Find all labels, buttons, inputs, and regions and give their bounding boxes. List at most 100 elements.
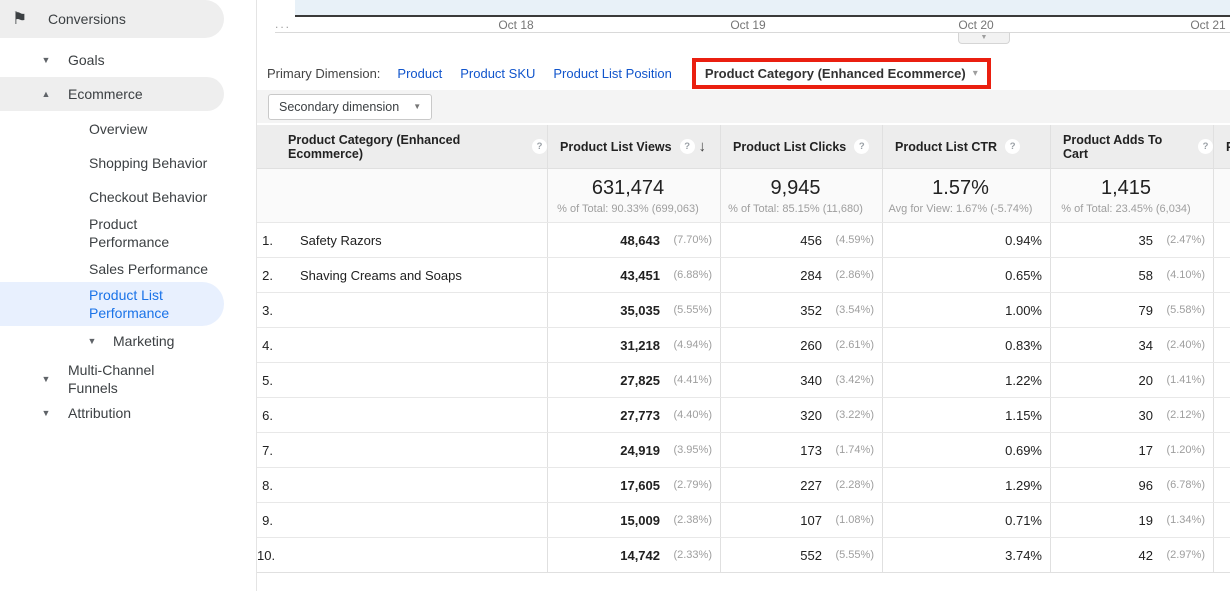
adds-percent: (1.20%) xyxy=(1166,444,1205,456)
chart-timeline: ... Oct 18 Oct 19 Oct 20 Oct 21 ▼ xyxy=(257,0,1230,57)
clicks-value: 284 xyxy=(800,267,822,283)
axis-date-label: Oct 18 xyxy=(498,18,534,32)
primary-dimension-bar: Primary Dimension: Product Product SKU P… xyxy=(257,57,1230,90)
sidebar-item-product-list-performance[interactable]: Product List Performance xyxy=(0,282,224,326)
clicks-value: 173 xyxy=(800,442,822,458)
ctr-value: 1.22% xyxy=(1005,372,1042,388)
row-rank: 5. xyxy=(262,372,273,388)
views-value: 27,773 xyxy=(620,407,660,423)
views-value: 14,742 xyxy=(620,547,660,563)
help-icon[interactable]: ? xyxy=(1198,139,1213,154)
adds-value: 17 xyxy=(1138,442,1153,458)
chart-x-axis-line xyxy=(295,15,1230,17)
row-rank: 2. xyxy=(262,267,273,283)
row-category-name: Safety Razors xyxy=(300,232,382,248)
ctr-value: 0.94% xyxy=(1005,232,1042,248)
sidebar-item-label: Attribution xyxy=(68,405,132,421)
column-header-product-category[interactable]: Product Category (Enhanced Ecommerce) ? xyxy=(257,125,547,168)
row-category-name: Shaving Creams and Soaps xyxy=(300,267,462,283)
chevron-down-icon: ▾ xyxy=(972,68,978,79)
table-row: 6. 27,773 (4.40%) 320 (3.22%) 1.15% 30 (2.1… xyxy=(257,397,1230,432)
clicks-value: 260 xyxy=(800,337,822,353)
adds-percent: (2.47%) xyxy=(1166,234,1205,246)
column-header-product-list-clicks[interactable]: Product List Clicks ? xyxy=(720,125,882,168)
table-totals-row: 631,474 % of Total: 90.33% (699,063) 9,9… xyxy=(257,168,1230,222)
views-percent: (2.38%) xyxy=(673,514,712,526)
sidebar-item-product-performance[interactable]: Product Performance xyxy=(0,214,215,252)
views-value: 31,218 xyxy=(620,337,660,353)
table-row: 5. 27,825 (4.41%) 340 (3.42%) 1.22% 20 (1.4… xyxy=(257,362,1230,397)
sidebar: ⚑ Conversions ▼ Goals ▲ Ecommerce Overvi… xyxy=(0,0,257,591)
sidebar-item-label: Checkout Behavior xyxy=(89,189,208,205)
column-header-product-list-views[interactable]: Product List Views ? ↓ xyxy=(547,125,720,168)
totals-views-cell: 631,474 % of Total: 90.33% (699,063) xyxy=(547,169,720,222)
clicks-value: 320 xyxy=(800,407,822,423)
sidebar-item-sales-performance[interactable]: Sales Performance xyxy=(0,252,208,286)
secondary-dimension-button[interactable]: Secondary dimension ▼ xyxy=(268,93,433,120)
sidebar-item-goals[interactable]: ▼ Goals xyxy=(0,43,105,77)
sidebar-item-label: Product Performance xyxy=(89,216,170,250)
table-row: 3. 35,035 (5.55%) 352 (3.54%) 1.00% 79 (5.5… xyxy=(257,292,1230,327)
help-icon[interactable]: ? xyxy=(854,139,870,154)
column-header-truncated[interactable]: Pr xyxy=(1213,125,1230,168)
ctr-value: 3.74% xyxy=(1005,547,1042,563)
clicks-percent: (2.61%) xyxy=(835,339,874,351)
adds-value: 20 xyxy=(1138,372,1153,388)
column-header-product-list-ctr[interactable]: Product List CTR ? xyxy=(882,125,1050,168)
views-value: 43,451 xyxy=(620,267,660,283)
sort-descending-icon[interactable]: ↓ xyxy=(698,138,707,155)
clicks-percent: (2.86%) xyxy=(835,269,874,281)
views-value: 27,825 xyxy=(620,372,660,388)
sidebar-item-marketing[interactable]: ▼ Marketing xyxy=(0,324,175,358)
views-value: 15,009 xyxy=(620,512,660,528)
table-header-row: Product Category (Enhanced Ecommerce) ? … xyxy=(257,125,1230,168)
table-row: 1. Safety Razors 48,643 (7.70%) 456 (4.59%)… xyxy=(257,222,1230,257)
sidebar-item-conversions[interactable]: ⚑ Conversions xyxy=(0,0,224,38)
dimension-link-product-sku[interactable]: Product SKU xyxy=(460,66,536,81)
ctr-value: 1.00% xyxy=(1005,302,1042,318)
secondary-dimension-bar: Secondary dimension ▼ xyxy=(257,90,1230,123)
sidebar-item-label: Goals xyxy=(68,52,105,68)
chevron-down-icon: ▼ xyxy=(41,408,51,418)
chevron-down-icon: ▼ xyxy=(41,55,51,65)
content: ... Oct 18 Oct 19 Oct 20 Oct 21 ▼ Primar… xyxy=(257,0,1230,591)
totals-ctr-cell: 1.57% Avg for View: 1.67% (-5.74%) xyxy=(882,169,1050,222)
dimension-link-product-list-position[interactable]: Product List Position xyxy=(553,66,672,81)
help-icon[interactable]: ? xyxy=(1005,139,1021,154)
sidebar-item-label: Marketing xyxy=(113,333,175,349)
chevron-down-icon: ▼ xyxy=(87,336,97,346)
sidebar-item-shopping-behavior[interactable]: Shopping Behavior xyxy=(0,146,207,180)
sidebar-item-checkout-behavior[interactable]: Checkout Behavior xyxy=(0,180,207,214)
dimension-link-product[interactable]: Product xyxy=(397,66,443,81)
sidebar-item-multi-channel-funnels[interactable]: ▼ Multi-Channel Funnels xyxy=(0,360,178,398)
secondary-dimension-button-label: Secondary dimension xyxy=(279,99,400,114)
sidebar-item-overview[interactable]: Overview xyxy=(0,112,147,146)
adds-value: 19 xyxy=(1138,512,1153,528)
clicks-percent: (1.74%) xyxy=(835,444,874,456)
axis-underline xyxy=(275,32,1230,33)
dimension-selected-product-category[interactable]: Product Category (Enhanced Ecommerce) xyxy=(704,66,966,81)
row-rank: 9. xyxy=(262,512,273,528)
adds-percent: (1.34%) xyxy=(1166,514,1205,526)
clicks-value: 456 xyxy=(800,232,822,248)
primary-dimension-label: Primary Dimension: xyxy=(267,66,381,81)
sidebar-item-attribution[interactable]: ▼ Attribution xyxy=(0,396,132,430)
adds-percent: (1.41%) xyxy=(1166,374,1205,386)
row-rank: 7. xyxy=(262,442,273,458)
ctr-value: 0.69% xyxy=(1005,442,1042,458)
axis-date-label: Oct 21 xyxy=(1190,18,1226,32)
help-icon[interactable]: ? xyxy=(679,139,695,154)
clicks-percent: (4.59%) xyxy=(835,234,874,246)
ctr-value: 1.29% xyxy=(1005,477,1042,493)
row-rank: 3. xyxy=(262,302,273,318)
views-percent: (7.70%) xyxy=(673,234,712,246)
column-header-product-adds-to-cart[interactable]: Product Adds To Cart ? xyxy=(1050,125,1213,168)
ctr-value: 0.65% xyxy=(1005,267,1042,283)
chart-collapse-button[interactable]: ▼ xyxy=(958,33,1010,44)
views-percent: (4.94%) xyxy=(673,339,712,351)
help-icon[interactable]: ? xyxy=(532,139,547,154)
sidebar-item-label: Multi-Channel Funnels xyxy=(68,362,155,396)
sidebar-item-ecommerce[interactable]: ▲ Ecommerce xyxy=(0,77,224,111)
views-percent: (2.79%) xyxy=(673,479,712,491)
